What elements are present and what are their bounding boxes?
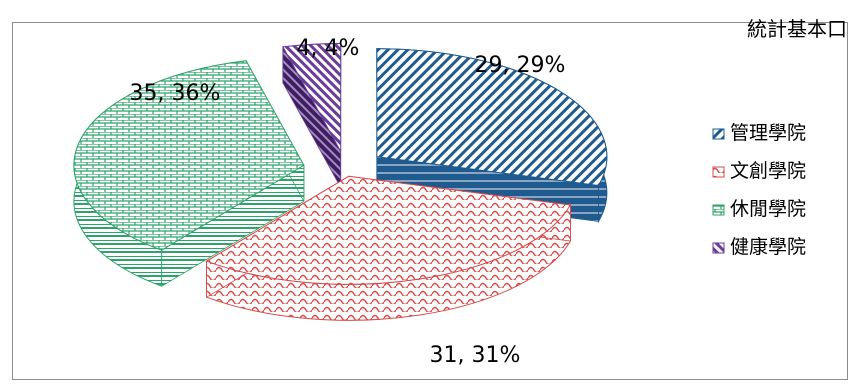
corner-text: 統計基本口 [747, 17, 847, 41]
data-label: 35, 36% [130, 81, 221, 106]
legend-marker-icon [712, 238, 726, 254]
pie-slice-休閒學院 [73, 60, 305, 287]
legend-marker-icon [712, 200, 726, 216]
data-label: 4, 4% [297, 36, 360, 61]
legend-label: 管理學院 [730, 121, 807, 144]
legend-label: 文創學院 [730, 159, 807, 182]
pie-slice-健康學院 [282, 42, 342, 188]
legend: 管理學院文創學院休閒學院健康學院 [712, 112, 806, 264]
legend-label: 休閒學院 [730, 197, 807, 220]
pie-slice-top [205, 175, 572, 285]
legend-item: 休閒學院 [712, 188, 806, 226]
legend-marker-icon [712, 124, 726, 140]
legend-marker-icon [712, 162, 726, 178]
pie-slice-top [282, 42, 342, 152]
legend-item: 管理學院 [712, 112, 806, 150]
data-label: 31, 31% [430, 343, 521, 368]
pie-slice-top [376, 48, 608, 186]
legend-item: 文創學院 [712, 150, 806, 188]
legend-item: 健康學院 [712, 226, 806, 264]
pie-slice-top [73, 60, 305, 251]
data-label: 29, 29% [475, 53, 566, 78]
legend-label: 健康學院 [730, 235, 807, 258]
pie-slice-文創學院 [205, 175, 572, 321]
